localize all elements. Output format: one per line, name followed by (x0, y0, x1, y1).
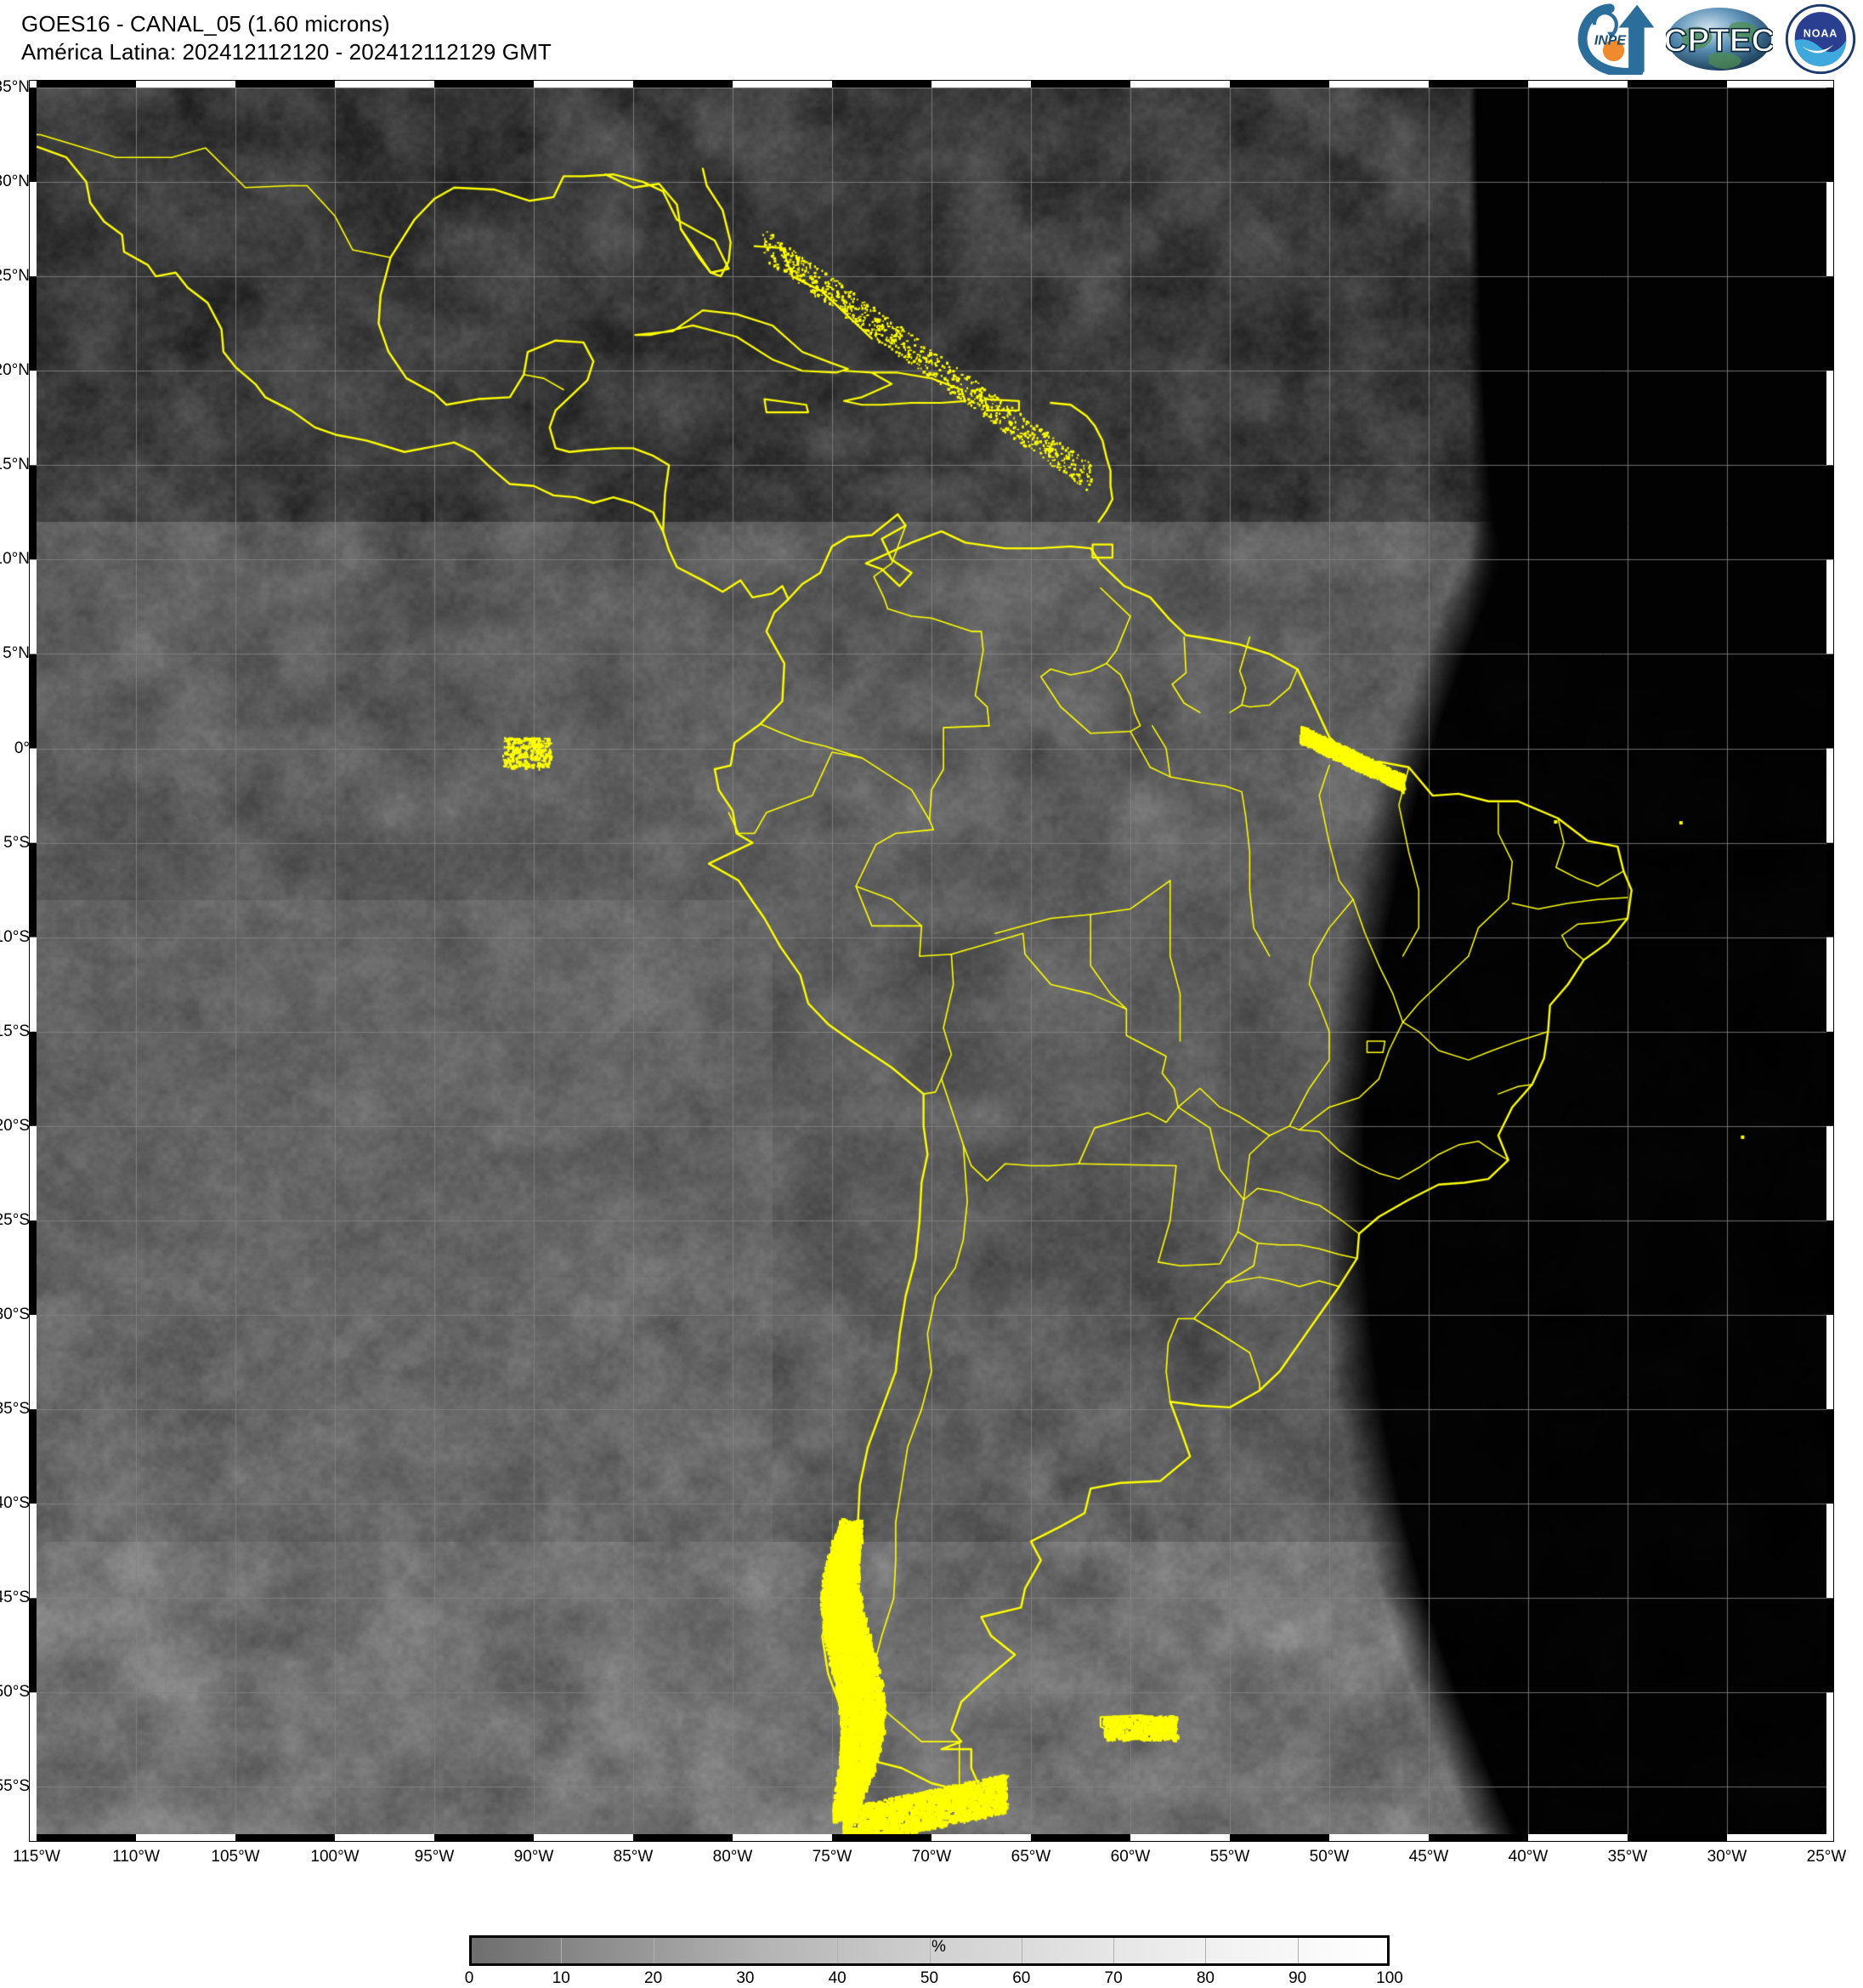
product-subtitle: América Latina: 202412112120 - 202412112… (21, 39, 552, 65)
lon-tick-label: 55°W (1209, 1848, 1250, 1866)
lon-tick-label: 60°W (1110, 1848, 1151, 1866)
lat-tick-label: 35°S (0, 1400, 30, 1419)
lat-tick-label: 20°N (0, 361, 30, 380)
lat-tick-label: 40°S (0, 1494, 30, 1513)
colorbar-tick-label: 0 (464, 1969, 474, 1987)
lon-tick-label: 100°W (310, 1848, 360, 1866)
colorbar-tick-label: 40 (828, 1969, 847, 1987)
inpe-logo-text: INPE (1594, 34, 1627, 48)
colorbar-gridline (1297, 1938, 1299, 1963)
lat-tick-label: 30°N (0, 173, 30, 191)
colorbar-tick-label: 60 (1012, 1969, 1031, 1987)
colorbar-tick-label: 100 (1376, 1969, 1403, 1987)
lat-tick-label: 5°N (3, 644, 30, 663)
lon-tick-label: 35°W (1607, 1848, 1648, 1866)
colorbar-gridline (561, 1938, 563, 1963)
lon-tick-label: 40°W (1508, 1848, 1549, 1866)
colorbar-gridline (1205, 1938, 1207, 1963)
inpe-logo: INPE (1577, 3, 1654, 75)
lat-tick-label: 45°S (0, 1589, 30, 1607)
lat-tick-label: 25°N (0, 267, 30, 286)
lon-tick-label: 45°W (1408, 1848, 1449, 1866)
colorbar: 0 10 20 30 40 50 60 70 80 90 100 (465, 1935, 1403, 1987)
product-title: GOES16 - CANAL_05 (1.60 microns) (21, 11, 390, 37)
lat-tick-label: 15°S (0, 1022, 30, 1040)
lon-tick-label: 75°W (812, 1848, 852, 1866)
colorbar-gridline (837, 1938, 839, 1963)
lon-tick-label: 110°W (112, 1848, 160, 1866)
colorbar-tick-label: 20 (644, 1969, 663, 1987)
lon-tick-label: 85°W (613, 1848, 654, 1866)
colorbar-tick-label: 50 (920, 1969, 939, 1987)
lat-tick-label: 25°S (0, 1210, 30, 1229)
cptec-logo: CPTEC (1666, 8, 1773, 71)
colorbar-gridline (745, 1938, 746, 1963)
lat-tick-label: 5°S (3, 833, 30, 852)
lat-tick-label: 10°S (0, 927, 30, 946)
lon-tick-label: 30°W (1707, 1848, 1747, 1866)
lon-tick-label: 115°W (13, 1848, 60, 1866)
colorbar-tick-label: 90 (1288, 1969, 1307, 1987)
lon-tick-label: 65°W (1011, 1848, 1051, 1866)
lat-tick-label: 0° (14, 739, 30, 757)
colorbar-tick-label: 30 (736, 1969, 755, 1987)
lat-tick-label: 35°N (0, 78, 30, 96)
colorbar-tick-label: 80 (1196, 1969, 1215, 1987)
lon-tick-label: 105°W (211, 1848, 260, 1866)
colorbar-tick-label: 10 (552, 1969, 570, 1987)
lon-tick-label: 80°W (712, 1848, 753, 1866)
header: GOES16 - CANAL_05 (1.60 microns) América… (0, 0, 1863, 85)
title-block: GOES16 - CANAL_05 (1.60 microns) América… (21, 10, 552, 67)
satellite-map (29, 80, 1834, 1842)
lat-tick-label: 15°N (0, 456, 30, 474)
lat-tick-label: 20°S (0, 1116, 30, 1135)
satellite-image-canvas (37, 88, 1826, 1834)
colorbar-tick-label: 70 (1104, 1969, 1123, 1987)
lat-tick-label: 55°S (0, 1777, 30, 1796)
cptec-logo-text: CPTEC (1666, 22, 1773, 59)
lon-tick-label: 50°W (1309, 1848, 1350, 1866)
noaa-logo: NOAA (1785, 3, 1856, 75)
colorbar-gridline (929, 1938, 931, 1963)
lat-tick-label: 30°S (0, 1306, 30, 1324)
lat-tick-label: 50°S (0, 1683, 30, 1702)
logo-bar: INPE CPTEC NOAA (1576, 2, 1856, 76)
lon-tick-label: 90°W (513, 1848, 554, 1866)
colorbar-gridline (1113, 1938, 1115, 1963)
lat-tick-label: 10°N (0, 550, 30, 569)
colorbar-unit-label: % (932, 1938, 946, 1956)
lon-tick-label: 70°W (911, 1848, 952, 1866)
lon-tick-label: 25°W (1806, 1848, 1847, 1866)
lon-tick-label: 95°W (414, 1848, 455, 1866)
noaa-logo-text: NOAA (1804, 27, 1838, 39)
